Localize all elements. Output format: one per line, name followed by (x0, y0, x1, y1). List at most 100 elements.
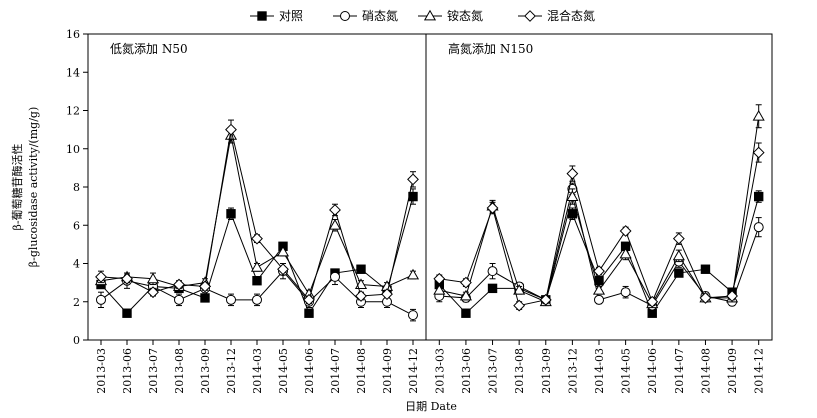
x-tick-label: 2014-07 (673, 348, 686, 394)
data-point (328, 219, 342, 230)
data-point (672, 249, 685, 261)
y-tick-label: 0 (73, 334, 80, 347)
data-point (147, 286, 159, 299)
series (96, 263, 418, 322)
data-point (174, 294, 184, 305)
data-point (619, 225, 632, 237)
x-tick-label: 2014-09 (726, 348, 739, 394)
y-tick-label: 16 (66, 28, 80, 41)
x-tick-label: 2014-12 (407, 348, 420, 394)
x-tick-label: 2014-06 (303, 348, 316, 394)
data-point (252, 276, 262, 286)
data-point (226, 209, 236, 219)
data-point (567, 209, 578, 219)
y-axis-label-line1: β-葡萄糖苷酶活性 (10, 143, 24, 230)
data-point (277, 263, 289, 276)
panel-label: 低氮添加 N50 (110, 41, 188, 56)
series (94, 127, 420, 299)
legend-item: 混合态氮 (518, 8, 595, 23)
data-point (646, 295, 659, 308)
data-point (753, 191, 764, 202)
data-point (226, 294, 236, 305)
data-point (592, 284, 606, 295)
data-point (251, 232, 263, 245)
data-point (146, 272, 160, 284)
data-point (407, 173, 419, 186)
data-point (487, 283, 498, 294)
data-point (459, 289, 472, 301)
data-point (461, 308, 471, 318)
data-point (619, 247, 632, 259)
data-point (303, 293, 315, 306)
data-point (513, 299, 526, 312)
data-point (700, 264, 711, 274)
data-point (276, 245, 290, 257)
data-point (539, 293, 552, 306)
data-point (199, 280, 211, 293)
data-point (173, 278, 185, 291)
data-point (486, 202, 499, 214)
x-tick-label: 2014-05 (277, 348, 290, 394)
legend-marker (423, 9, 437, 21)
y-tick-label: 4 (73, 258, 80, 271)
y-tick-label: 8 (73, 181, 80, 194)
data-point (329, 204, 341, 216)
chart-panels: 低氮添加 N50 0 2 4 6 8 10 12 14 16 2013-03 2013-06 2013-… (66, 28, 773, 394)
y-tick-label: 6 (73, 219, 80, 232)
data-point (594, 294, 604, 305)
data-point (593, 265, 605, 278)
x-tick-label: 2013-06 (121, 348, 134, 394)
y-axis-label-line2: β-glucosidase activity/(mg/g) (27, 107, 40, 267)
y-tick-label: 14 (66, 66, 80, 79)
data-point (753, 222, 764, 233)
x-tick-label: 2014-03 (593, 348, 606, 394)
x-tick-label: 2013-03 (95, 348, 108, 394)
legend-marker (257, 11, 267, 21)
data-point (406, 268, 420, 280)
data-point (122, 308, 132, 318)
data-point (699, 292, 712, 304)
data-point (752, 110, 765, 121)
data-point (250, 261, 264, 272)
x-axis-label: 日期 Date (405, 400, 457, 413)
series (433, 142, 765, 312)
x-tick-label: 2013-12 (225, 348, 238, 394)
panel: 高氮添加 N150 2013-03 2013-06 2013-07 2013-08 201… (425, 33, 773, 394)
data-point (672, 232, 685, 245)
x-tick-label: 2014-03 (251, 348, 264, 394)
data-point (381, 288, 393, 301)
y-tick-label: 12 (66, 105, 80, 118)
data-point (566, 167, 579, 180)
legend-item: 硝态氮 (333, 8, 398, 23)
panel-label: 高氮添加 N150 (448, 41, 533, 56)
x-tick-label: 2013-09 (540, 348, 553, 394)
data-point (304, 308, 314, 318)
data-point (355, 290, 367, 302)
x-tick-label: 2013-08 (513, 348, 526, 394)
data-point (674, 268, 684, 278)
data-point (752, 146, 765, 159)
legend-marker (340, 11, 350, 21)
y-tick-label: 2 (73, 296, 80, 309)
panel: 低氮添加 N50 0 2 4 6 8 10 12 14 16 2013-03 2013-06 2013-… (66, 28, 427, 394)
x-tick-label: 2014-08 (699, 348, 712, 394)
legend-item: 铵态氮 (418, 8, 483, 23)
x-tick-label: 2013-09 (199, 348, 212, 394)
x-tick-label: 2014-09 (381, 348, 394, 394)
x-tick-label: 2013-07 (147, 348, 160, 394)
x-tick-label: 2013-03 (433, 348, 446, 394)
data-point (95, 270, 107, 283)
data-point (252, 294, 262, 305)
legend-marker (524, 10, 536, 22)
data-point (620, 287, 631, 298)
y-axis-title: β-葡萄糖苷酶活性 β-glucosidase activity/(mg/g) (10, 107, 40, 267)
legend-label: 铵态氮 (447, 8, 483, 23)
series (95, 119, 419, 306)
y-tick-label: 10 (66, 143, 80, 156)
data-point (356, 264, 366, 274)
legend-label: 硝态氮 (362, 8, 398, 23)
legend-label: 对照 (279, 9, 303, 23)
x-tick-label: 2013-06 (460, 348, 473, 394)
data-point (225, 123, 237, 136)
